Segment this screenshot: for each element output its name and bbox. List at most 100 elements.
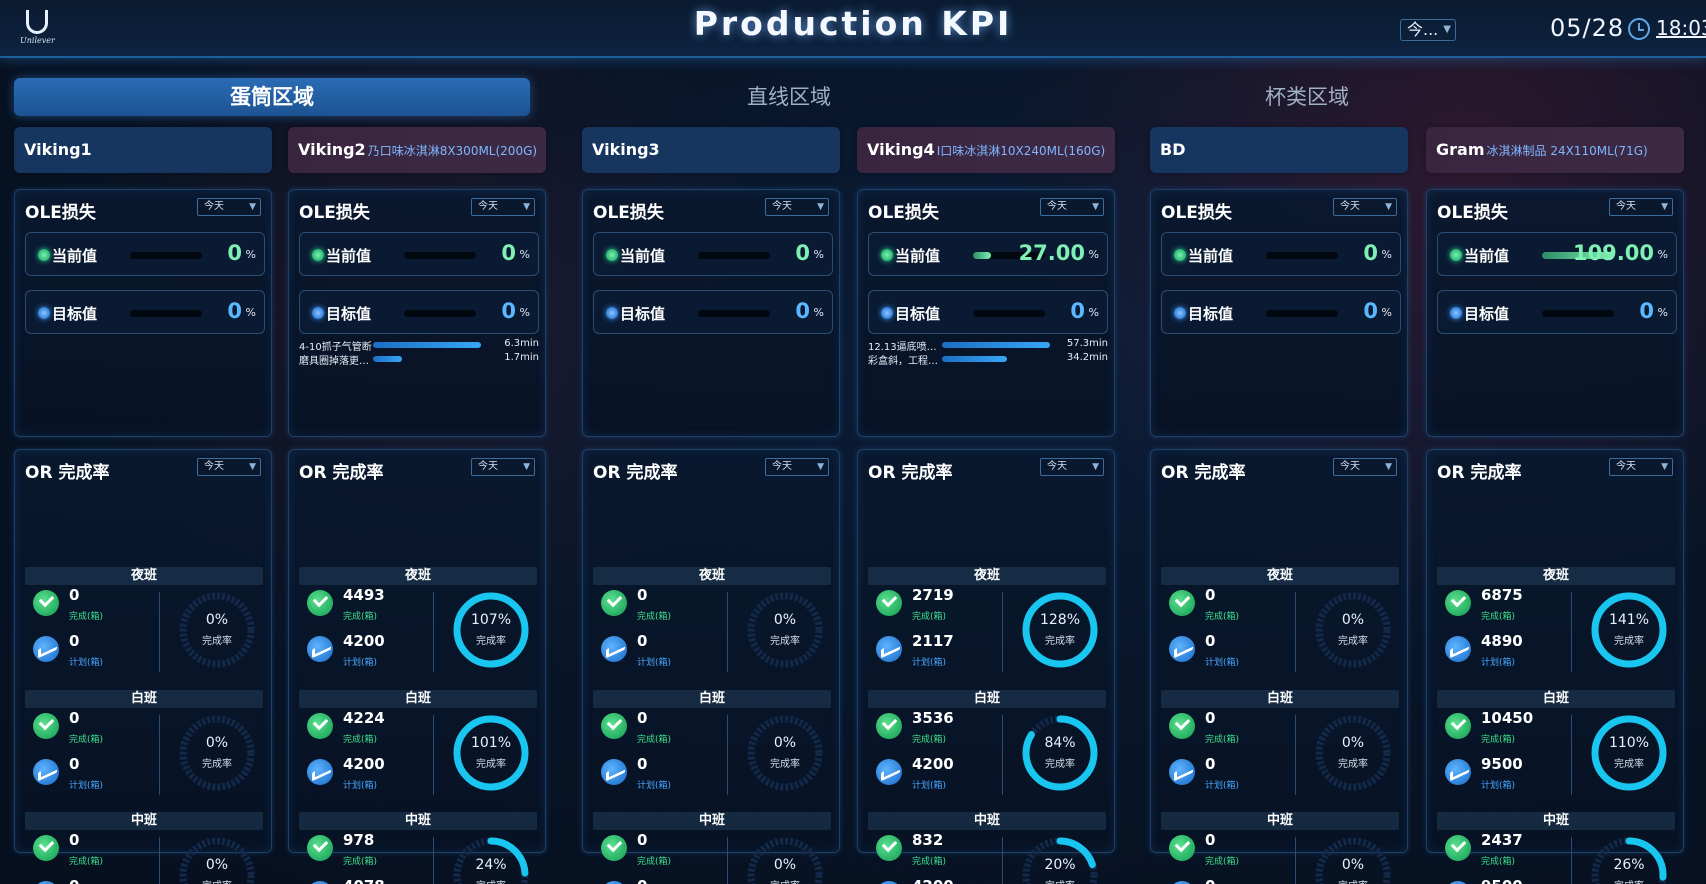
current-value-box: 当前值 27.00 %: [868, 232, 1108, 276]
done-label: 完成(箱): [343, 612, 378, 622]
divider: [1002, 592, 1003, 672]
plan-count: 2117: [912, 632, 954, 650]
current-value: 0: [1363, 241, 1378, 265]
check-circle-icon: [307, 713, 333, 739]
machine-name: Gram: [1436, 140, 1485, 159]
or-period-select[interactable]: 今天 ▼: [765, 458, 829, 476]
chevron-down-icon: ▼: [523, 202, 530, 212]
divider: [1295, 715, 1296, 795]
or-period-select[interactable]: 今天 ▼: [1040, 458, 1104, 476]
percent-unit: %: [245, 248, 256, 261]
page-title: Production KPI: [693, 4, 1013, 43]
current-value: 0: [501, 241, 516, 265]
divider: [1571, 715, 1572, 795]
completion-rate-value: 107%: [470, 612, 512, 628]
or-completion-panel: OR 完成率 今天 ▼ 夜班 0 完成(箱) 0 计划(箱): [14, 449, 273, 884]
ole-period-select[interactable]: 今天 ▼: [197, 198, 261, 216]
logo-text: Unilever: [20, 36, 55, 45]
machine-header[interactable]: BD: [1150, 127, 1408, 173]
machine-column: Viking3 OLE损失 今天 ▼ 当前值 0 % 目标值 0: [582, 127, 852, 884]
done-count: 2719: [912, 586, 954, 604]
current-value-track: [404, 252, 476, 259]
shift-block: 6875 完成(箱) 4890 计划(箱) 141% 完成率: [1437, 586, 1675, 680]
shift-header: 中班: [1161, 812, 1399, 830]
current-dot-icon: [312, 249, 324, 261]
tab-cup-area[interactable]: 杯类区域: [1265, 85, 1349, 109]
target-dot-icon: [606, 307, 618, 319]
plan-label: 计划(箱): [912, 781, 947, 791]
machine-header[interactable]: Viking1: [14, 127, 272, 173]
completion-rate-label: 完成率: [1311, 877, 1395, 884]
target-dot-icon: [1174, 307, 1186, 319]
machine-header[interactable]: Viking2 乃口味冰淇淋8X300ML(200G): [288, 127, 546, 173]
or-period-select[interactable]: 今天 ▼: [1609, 458, 1673, 476]
plan-label: 计划(箱): [1205, 781, 1240, 791]
percent-unit: %: [1657, 306, 1668, 319]
completion-rate-value: 20%: [1044, 857, 1076, 873]
loss-item[interactable]: 12.13逼底喷… 57.3min: [868, 338, 1108, 353]
shift-list: 夜班 0 完成(箱) 0 计划(箱) 0% 完成率 白班 0: [15, 534, 273, 884]
tab-straight-area[interactable]: 直线区域: [747, 85, 831, 109]
ole-period-select[interactable]: 今天 ▼: [1333, 198, 1397, 216]
completion-ring-arc: [1591, 592, 1667, 668]
time-range-select[interactable]: 今... ▼: [1400, 19, 1456, 41]
or-period-value: 今天: [772, 461, 792, 472]
current-value-label: 当前值: [1464, 247, 1510, 265]
loss-item[interactable]: 彩盒斜，工程… 34.2min: [868, 352, 1108, 367]
trend-chart-icon: [601, 636, 627, 662]
completion-rate-label: 完成率: [1614, 636, 1644, 647]
target-value: 0: [1639, 299, 1654, 323]
plan-count: 9500: [1481, 877, 1523, 884]
done-label: 完成(箱): [912, 735, 947, 745]
plan-count: 4890: [1481, 632, 1523, 650]
ole-period-select[interactable]: 今天 ▼: [1609, 198, 1673, 216]
machine-header[interactable]: Gram 冰淇淋制品 24X110ML(71G): [1426, 127, 1684, 173]
divider: [159, 715, 160, 795]
completion-ring-arc: [453, 715, 529, 791]
target-value-label: 目标值: [1464, 305, 1510, 323]
ole-period-select[interactable]: 今天 ▼: [765, 198, 829, 216]
trend-chart-icon: [1169, 636, 1195, 662]
shift-header: 夜班: [299, 567, 537, 585]
plan-label: 计划(箱): [69, 781, 104, 791]
loss-item[interactable]: 磨具圈掉落更… 1.7min: [299, 352, 539, 367]
machine-name: Viking3: [592, 140, 660, 159]
ole-period-select[interactable]: 今天 ▼: [1040, 198, 1104, 216]
completion-rate-value: 0%: [773, 857, 797, 873]
completion-rate-label: 完成率: [1338, 759, 1368, 770]
plan-count: 0: [69, 632, 80, 650]
completion-rate-label: 完成率: [202, 759, 232, 770]
or-period-select[interactable]: 今天 ▼: [1333, 458, 1397, 476]
loss-item[interactable]: 4-10抓子气管断 6.3min: [299, 338, 539, 353]
shift-block: 0 完成(箱) 0 计划(箱) 0% 完成率: [593, 709, 831, 803]
completion-ring-arc: [453, 592, 529, 668]
machine-sku: 乃口味冰淇淋8X300ML(200G): [367, 144, 538, 158]
machine-header[interactable]: Viking4 I口味冰淇淋10X240ML(160G): [857, 127, 1115, 173]
current-value: 27.00: [1018, 241, 1085, 265]
done-label: 完成(箱): [912, 612, 947, 622]
divider: [1571, 837, 1572, 884]
or-period-value: 今天: [1047, 461, 1067, 472]
divider: [433, 837, 434, 884]
or-period-select[interactable]: 今天 ▼: [471, 458, 535, 476]
completion-ring-arc: [1591, 837, 1667, 884]
completion-rate-value: 0%: [773, 612, 797, 628]
or-period-value: 今天: [478, 461, 498, 472]
machine-header[interactable]: Viking3: [582, 127, 840, 173]
or-panel-title: OR 完成率: [868, 463, 953, 483]
loss-label: 4-10抓子气管断: [299, 342, 372, 353]
divider: [1295, 592, 1296, 672]
machine-column: Viking4 I口味冰淇淋10X240ML(160G) OLE损失 今天 ▼ 当…: [857, 127, 1127, 884]
machine-name: Viking4: [867, 140, 935, 159]
target-value-label: 目标值: [895, 305, 941, 323]
ole-panel-title: OLE损失: [25, 203, 96, 223]
ole-period-select[interactable]: 今天 ▼: [471, 198, 535, 216]
or-period-select[interactable]: 今天 ▼: [197, 458, 261, 476]
shift-block: 978 完成(箱) 4078 计划(箱) 24% 完成率: [299, 831, 537, 884]
current-value: 109.00: [1572, 241, 1654, 265]
done-label: 完成(箱): [637, 735, 672, 745]
tab-cone-area[interactable]: 蛋筒区域: [14, 78, 530, 116]
completion-rate-value: 0%: [205, 612, 229, 628]
completion-ring-arc: [1022, 837, 1098, 884]
done-label: 完成(箱): [1481, 612, 1516, 622]
